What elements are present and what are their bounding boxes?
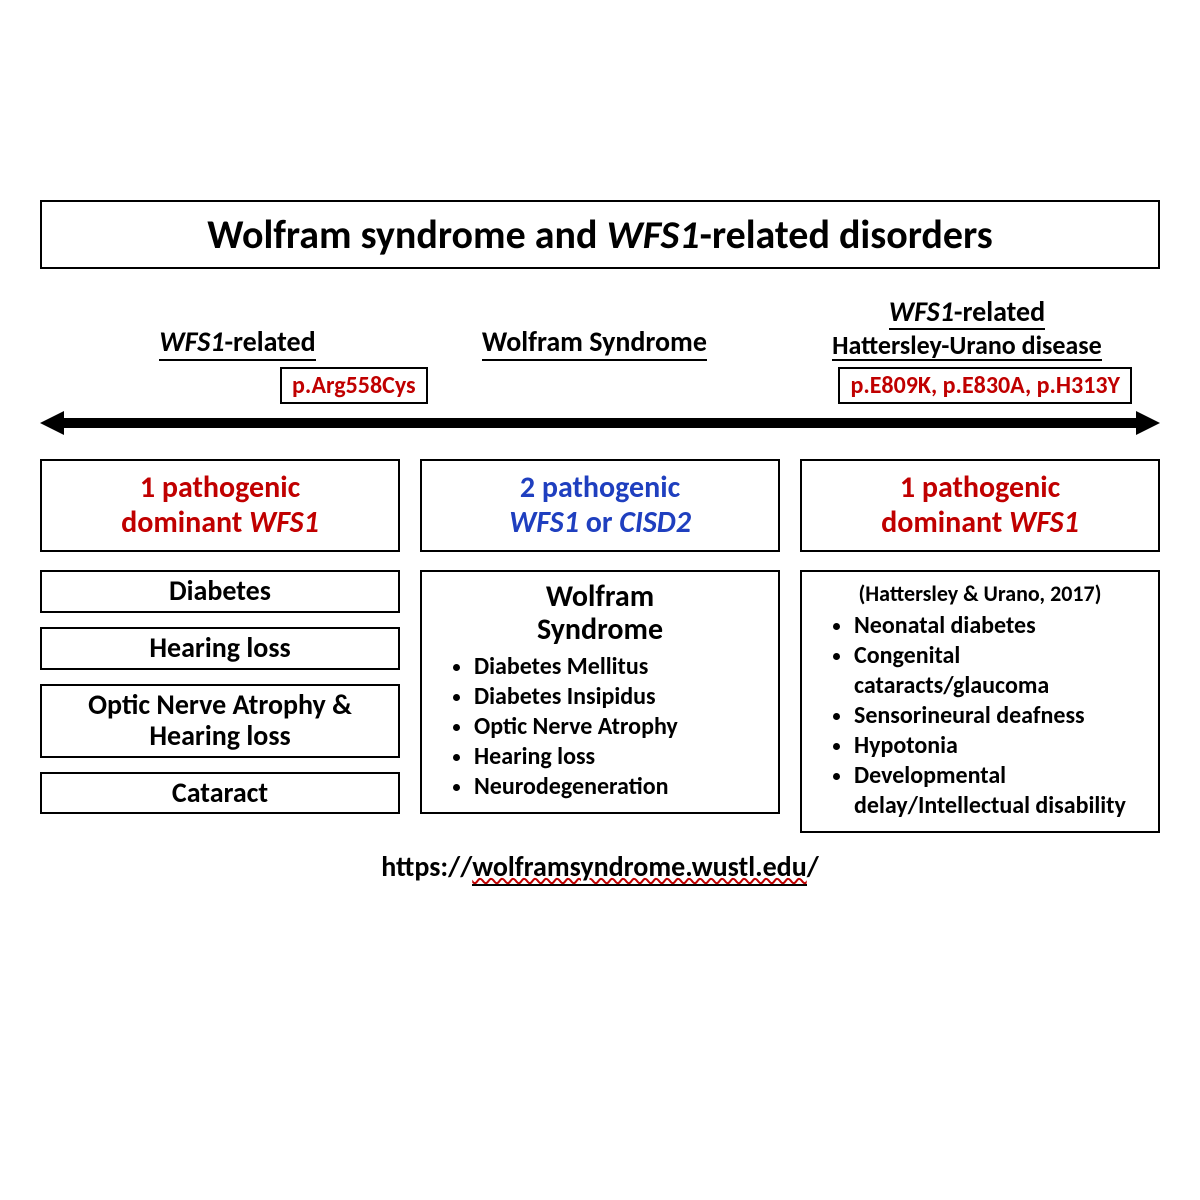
left-box-3: Cataract bbox=[40, 772, 400, 815]
path-left-line2-pre: dominant bbox=[121, 504, 249, 541]
title-prefix: Wolfram syndrome and bbox=[207, 210, 606, 259]
header-right-line2: Hattersley-Urano disease bbox=[832, 331, 1102, 362]
url-prefix: https:// bbox=[381, 849, 472, 884]
right-item-2: Sensorineural deafness bbox=[854, 701, 1146, 731]
right-item-1: Congenital cataracts/glaucoma bbox=[854, 641, 1146, 701]
mid-item-1: Diabetes Insipidus bbox=[474, 682, 766, 712]
mid-panel-list: Diabetes Mellitus Diabetes Insipidus Opt… bbox=[434, 652, 766, 802]
mid-item-2: Optic Nerve Atrophy bbox=[474, 712, 766, 742]
url-host: wolframsyndrome.wustl.edu bbox=[472, 849, 807, 884]
right-item-0: Neonatal diabetes bbox=[854, 611, 1146, 641]
header-mid-text: Wolfram Syndrome bbox=[482, 324, 707, 361]
path-left-line2-gene: WFS1 bbox=[249, 504, 319, 541]
mutation-box-right: p.E809K, p.E830A, p.H313Y bbox=[838, 367, 1132, 404]
path-right-line1: 1 pathogenic bbox=[808, 471, 1152, 506]
mid-column: Wolfram Syndrome Diabetes Mellitus Diabe… bbox=[420, 570, 780, 814]
right-item-3: Hypotonia bbox=[854, 731, 1146, 761]
diagram-container: Wolfram syndrome and WFS1-related disord… bbox=[40, 200, 1160, 884]
mid-panel-title-2: Syndrome bbox=[537, 611, 663, 648]
path-mid-or: or bbox=[579, 504, 619, 541]
right-panel-ref: (Hattersley & Urano, 2017) bbox=[814, 580, 1146, 607]
header-right-rest: -related bbox=[954, 294, 1045, 329]
left-column: Diabetes Hearing loss Optic Nerve Atroph… bbox=[40, 570, 400, 814]
right-item-4: Developmental delay/Intellectual disabil… bbox=[854, 761, 1146, 821]
title-italic-gene: WFS1 bbox=[607, 210, 700, 259]
left-box-0: Diabetes bbox=[40, 570, 400, 613]
header-left: WFS1-related bbox=[44, 324, 411, 361]
right-panel: (Hattersley & Urano, 2017) Neonatal diab… bbox=[800, 570, 1160, 833]
header-left-rest: -related bbox=[224, 324, 315, 359]
title-suffix: -related disorders bbox=[700, 210, 993, 259]
path-right-line2-gene: WFS1 bbox=[1009, 504, 1079, 541]
body-row: Diabetes Hearing loss Optic Nerve Atroph… bbox=[40, 570, 1160, 833]
pathogenic-box-right: 1 pathogenic dominant WFS1 bbox=[800, 459, 1160, 552]
path-mid-gene2: CISD2 bbox=[619, 504, 691, 541]
url-suffix: / bbox=[807, 849, 819, 884]
pathogenic-box-mid: 2 pathogenic WFS1 or CISD2 bbox=[420, 459, 780, 552]
header-left-gene: WFS1 bbox=[159, 324, 224, 359]
column-headers-row: WFS1-related Wolfram Syndrome WFS1-relat… bbox=[40, 297, 1160, 361]
left-box-1: Hearing loss bbox=[40, 627, 400, 670]
mid-item-0: Diabetes Mellitus bbox=[474, 652, 766, 682]
pathogenic-row: 1 pathogenic dominant WFS1 2 pathogenic … bbox=[40, 459, 1160, 552]
path-mid-gene1: WFS1 bbox=[509, 504, 579, 541]
left-box-2: Optic Nerve Atrophy & Hearing loss bbox=[40, 684, 400, 758]
right-column: (Hattersley & Urano, 2017) Neonatal diab… bbox=[800, 570, 1160, 833]
header-right-gene: WFS1 bbox=[889, 294, 954, 329]
right-panel-list: Neonatal diabetes Congenital cataracts/g… bbox=[814, 611, 1146, 821]
mutation-box-left: p.Arg558Cys bbox=[280, 367, 428, 404]
pathogenic-box-left: 1 pathogenic dominant WFS1 bbox=[40, 459, 400, 552]
path-right-line2-pre: dominant bbox=[881, 504, 1009, 541]
mid-item-3: Hearing loss bbox=[474, 742, 766, 772]
mid-panel-title-1: Wolfram bbox=[546, 578, 654, 615]
mutation-row: p.Arg558Cys p.E809K, p.E830A, p.H313Y bbox=[40, 367, 1160, 407]
path-left-line1: 1 pathogenic bbox=[48, 471, 392, 506]
spectrum-arrow bbox=[40, 409, 1160, 437]
header-right: WFS1-related Hattersley-Urano disease bbox=[778, 297, 1156, 361]
header-mid: Wolfram Syndrome bbox=[411, 324, 778, 361]
mid-item-4: Neurodegeneration bbox=[474, 772, 766, 802]
main-title-box: Wolfram syndrome and WFS1-related disord… bbox=[40, 200, 1160, 269]
path-mid-line1: 2 pathogenic bbox=[428, 471, 772, 506]
mid-panel: Wolfram Syndrome Diabetes Mellitus Diabe… bbox=[420, 570, 780, 814]
url-line: https://wolframsyndrome.wustl.edu/ bbox=[40, 849, 1160, 884]
